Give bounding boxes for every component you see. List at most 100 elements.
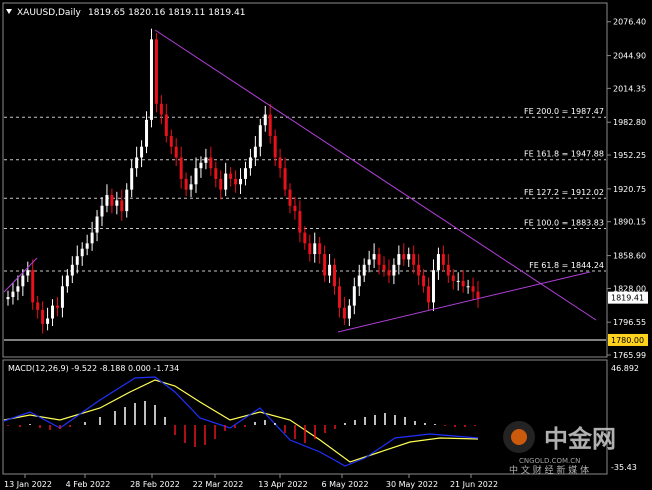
candle-body <box>456 280 460 282</box>
candle-body <box>318 243 322 255</box>
candle-body <box>248 157 252 169</box>
price-tick-label-2: 2014.35 <box>613 84 646 93</box>
price-axis: 2076.40 2044.90 2014.35 1982.80 1952.25 1920.… <box>607 18 648 360</box>
candle-body <box>36 302 40 310</box>
price-panel-frame <box>2 2 608 358</box>
macd-label: MACD(12,26,9) -9.522 -8.188 0.000 -1.734 <box>8 364 179 373</box>
candle-body <box>164 114 168 136</box>
candle-body <box>234 178 238 185</box>
candle-body <box>209 157 213 169</box>
watermark-tagline: 中 文 财 经 新 媒 体 <box>509 464 589 476</box>
watermark: 中金网 CNGOLD.COM.CN 中 文 财 经 新 媒 体 <box>503 421 616 476</box>
candle-body <box>80 248 84 257</box>
date-tick-label-1: 4 Feb 2022 <box>66 480 111 489</box>
candle-body <box>51 305 55 319</box>
fib-label-1: FE 161.8 = 1947.88 <box>524 150 604 159</box>
candle-body <box>110 195 114 206</box>
candle-body <box>214 168 218 179</box>
candle-body <box>362 264 366 276</box>
collapse-arrow-icon[interactable] <box>6 9 12 14</box>
date-tick-label-7: 21 Jun 2022 <box>450 480 498 489</box>
candle-body <box>328 264 332 276</box>
candles-group <box>6 28 480 334</box>
candle-body <box>105 195 109 206</box>
candle-body <box>60 286 64 308</box>
candle-body <box>278 157 282 169</box>
candle-body <box>417 264 421 276</box>
candle-body <box>258 125 262 147</box>
candle-body <box>471 286 475 292</box>
watermark-domain: CNGOLD.COM.CN <box>519 457 580 465</box>
date-axis: 13 Jan 2022 4 Feb 2022 28 Feb 2022 22 Mar 2… <box>4 474 498 489</box>
fib-label-2: FE 127.2 = 1912.02 <box>524 188 604 197</box>
candle-body <box>466 286 470 288</box>
fib-label-0: FE 200.0 = 1987.47 <box>524 107 604 116</box>
price-tick-label-0: 2076.40 <box>613 18 646 27</box>
candle-body <box>219 178 223 190</box>
candle-body <box>11 291 15 298</box>
candle-body <box>382 264 386 271</box>
candle-body <box>288 189 292 206</box>
price-tick-label-6: 1890.15 <box>613 218 646 227</box>
resistance-trendline <box>154 29 597 321</box>
candle-body <box>70 264 74 276</box>
trendlines-group <box>3 29 597 333</box>
candle-body <box>263 114 267 126</box>
candle-body <box>26 270 30 276</box>
candle-body <box>422 275 426 287</box>
candle-body <box>204 157 208 163</box>
candle-body <box>377 254 381 265</box>
candle-body <box>90 232 94 244</box>
candle-body <box>283 168 287 190</box>
date-tick-label-0: 13 Jan 2022 <box>4 480 52 489</box>
candle-body <box>298 211 302 233</box>
candle-body <box>337 286 341 308</box>
candle-body <box>174 146 178 158</box>
candle-body <box>46 318 50 324</box>
support-trendline <box>337 271 591 333</box>
candle-body <box>407 254 411 260</box>
candle-body <box>75 256 79 265</box>
candle-body <box>189 184 193 190</box>
date-tick-label-3: 22 Mar 2022 <box>193 480 244 489</box>
candle-body <box>372 254 376 260</box>
date-tick-label-2: 28 Feb 2022 <box>130 480 180 489</box>
candle-body <box>323 254 327 276</box>
candle-body <box>357 275 361 287</box>
candle-body <box>446 264 450 276</box>
early-trendline <box>3 257 38 293</box>
ohlc-label: 1819.65 1820.16 1819.11 1819.41 <box>88 8 245 18</box>
candle-body <box>308 243 312 255</box>
price-tick-label-8: 1828.00 <box>613 284 646 293</box>
candle-body <box>431 270 435 303</box>
candle-body <box>130 168 134 190</box>
price-tick-label-10: 1765.99 <box>613 351 646 360</box>
candle-body <box>239 178 243 185</box>
candle-body <box>293 205 297 212</box>
candle-body <box>268 114 272 136</box>
macd-scale-top: 46.892 <box>611 364 639 373</box>
candle-body <box>402 254 406 260</box>
candle-body <box>125 189 129 212</box>
macd-signal-line <box>3 379 479 463</box>
fib-label-4: FE 61.8 = 1844.24 <box>529 261 604 270</box>
candle-body <box>85 243 89 249</box>
candle-body <box>140 146 144 158</box>
candle-body <box>342 307 346 319</box>
candle-body <box>95 216 99 233</box>
candle-body <box>333 264 337 287</box>
price-tick-label-3: 1982.80 <box>613 118 646 127</box>
candle-body <box>55 305 59 308</box>
current-price-label: 1819.41 <box>611 294 644 303</box>
candle-body <box>31 270 35 303</box>
price-tick-label-1: 2044.90 <box>613 52 646 61</box>
fib-label-3: FE 100.0 = 1883.83 <box>524 218 604 227</box>
candle-body <box>229 173 233 179</box>
support-price-box <box>608 333 648 346</box>
candle-body <box>392 264 396 276</box>
candle-body <box>224 173 228 190</box>
candle-body <box>441 254 445 265</box>
candle-body <box>154 39 158 104</box>
candle-body <box>159 103 163 115</box>
